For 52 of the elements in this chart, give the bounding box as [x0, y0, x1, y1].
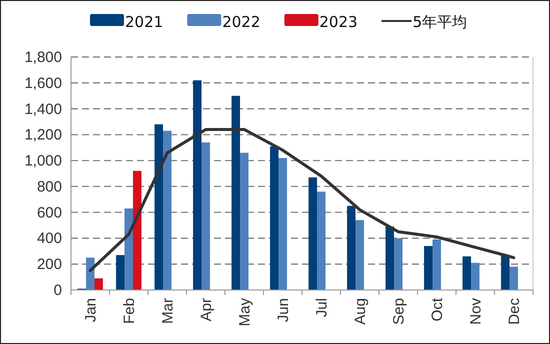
- y-tick-label: 600: [36, 204, 62, 222]
- legend-label: 2021: [125, 13, 164, 31]
- legend-label: 2023: [319, 13, 358, 31]
- bar: [424, 246, 433, 290]
- y-tick-label: 1,200: [24, 126, 62, 144]
- legend-label: 5年平均: [412, 13, 468, 31]
- x-tick-label: Dec: [506, 298, 523, 325]
- bar: [308, 177, 318, 290]
- bar: [462, 256, 472, 290]
- y-tick-label: 1,600: [24, 74, 62, 92]
- bar: [124, 208, 133, 290]
- y-tick-label: 0: [54, 282, 62, 299]
- bar: [471, 262, 480, 290]
- line-series: [88, 128, 516, 272]
- bar: [347, 206, 356, 290]
- bar: [202, 142, 210, 290]
- x-tick-label: Apr: [198, 298, 215, 322]
- bar: [386, 226, 394, 290]
- x-tick-label: May: [236, 298, 254, 326]
- x-tick-label: Jul: [313, 298, 330, 318]
- x-tick-label: Jan: [82, 298, 100, 322]
- y-tick-label: 1,800: [24, 49, 62, 66]
- x-tick-label: Jun: [274, 298, 292, 322]
- bar: [356, 220, 364, 290]
- y-tick-label: 1,400: [24, 100, 62, 118]
- y-tick-label: 400: [36, 230, 62, 248]
- bar: [86, 258, 94, 290]
- bar: [154, 124, 164, 290]
- bar: [394, 238, 402, 290]
- bar: [432, 240, 441, 290]
- bar: [510, 266, 518, 290]
- bar: [278, 158, 287, 290]
- x-tick-label: Nov: [467, 298, 484, 325]
- bar: [232, 96, 240, 290]
- bar: [317, 192, 326, 290]
- bar: [116, 255, 125, 290]
- x-tick-label: Oct: [428, 297, 446, 322]
- bar: [501, 255, 510, 290]
- bar: [132, 170, 142, 290]
- y-tick-label: 1,000: [24, 152, 62, 170]
- y-tick-label: 200: [36, 256, 62, 274]
- bar: [163, 130, 172, 290]
- bar: [270, 146, 279, 290]
- x-tick-label: Feb: [120, 298, 138, 324]
- bar: [240, 152, 248, 290]
- bar: [94, 278, 103, 290]
- x-tick-label: Aug: [352, 298, 369, 325]
- y-tick-label: 800: [36, 178, 62, 196]
- x-tick-label: Mar: [159, 298, 176, 324]
- bar: [193, 80, 202, 290]
- legend-label: 2022: [222, 13, 260, 31]
- x-tick-label: Sep: [390, 298, 408, 325]
